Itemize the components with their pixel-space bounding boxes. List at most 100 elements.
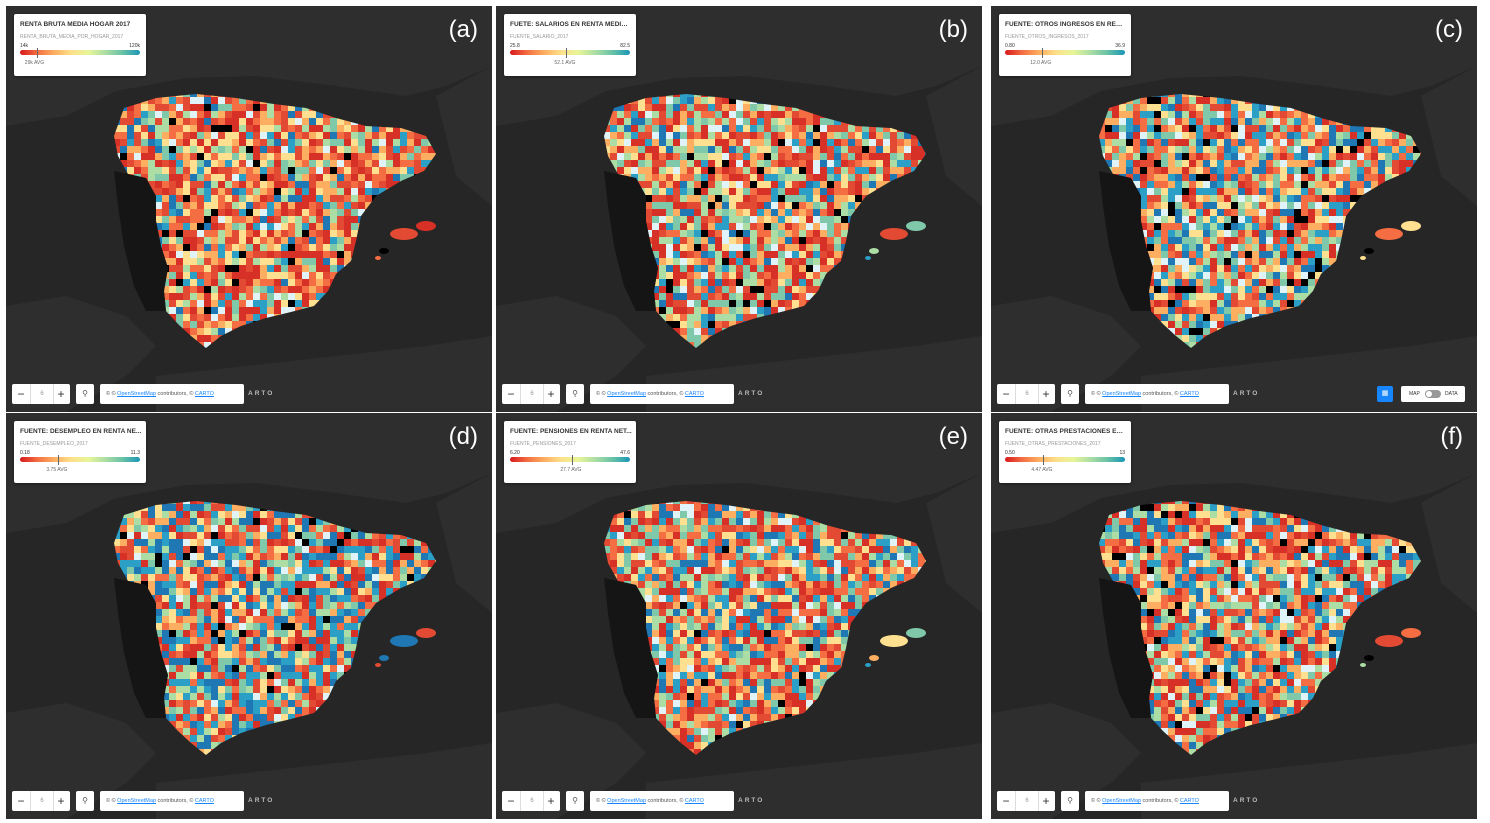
municipality <box>638 181 645 188</box>
municipality <box>1350 251 1357 258</box>
municipality <box>1385 167 1392 174</box>
municipality <box>1175 230 1182 237</box>
municipality <box>225 153 232 160</box>
municipality <box>260 237 267 244</box>
municipality <box>302 111 309 118</box>
municipality <box>1238 139 1245 146</box>
municipality <box>190 167 197 174</box>
municipality <box>288 279 295 286</box>
municipality <box>1273 237 1280 244</box>
municipality <box>1294 167 1301 174</box>
municipality <box>715 279 722 286</box>
balearic-island <box>375 256 381 260</box>
zoom-out-button[interactable]: − <box>17 387 25 401</box>
municipality <box>778 251 785 258</box>
municipality <box>1238 202 1245 209</box>
zoom-in-button[interactable]: + <box>57 387 65 401</box>
osm-link[interactable]: OpenStreetMap <box>607 391 646 397</box>
zoom-in-button[interactable]: + <box>547 387 555 401</box>
municipality <box>120 258 127 265</box>
municipality <box>435 286 436 293</box>
municipality <box>114 300 120 307</box>
municipality <box>344 216 351 223</box>
municipality <box>1210 188 1217 195</box>
municipality <box>1378 160 1385 167</box>
municipality <box>421 307 428 314</box>
municipality <box>1105 132 1112 139</box>
osm-link[interactable]: OpenStreetMap <box>117 391 156 397</box>
municipality <box>1280 97 1287 104</box>
choropleth-map[interactable] <box>6 6 492 412</box>
search-icon[interactable]: ⚲ <box>566 384 584 404</box>
municipality <box>1287 97 1294 104</box>
municipality <box>694 118 701 125</box>
municipality <box>407 314 414 321</box>
municipality <box>407 146 414 153</box>
municipality <box>883 265 890 272</box>
zoom-out-button[interactable]: − <box>507 387 515 401</box>
municipality <box>218 321 225 328</box>
map-panel[interactable]: (b) FUETE: SALARIOS EN RENTA MEDIA ... FUE… <box>496 6 982 412</box>
municipality <box>694 139 701 146</box>
municipality <box>806 160 813 167</box>
municipality <box>883 279 890 286</box>
municipality <box>1420 244 1421 251</box>
municipality <box>414 195 421 202</box>
municipality <box>757 342 764 348</box>
municipality <box>743 188 750 195</box>
municipality <box>729 111 736 118</box>
municipality <box>428 202 435 209</box>
municipality <box>414 174 421 181</box>
municipality <box>1392 195 1399 202</box>
municipality <box>183 181 190 188</box>
municipality <box>750 251 757 258</box>
municipality <box>372 125 379 132</box>
municipality <box>309 349 316 356</box>
municipality <box>673 146 680 153</box>
zoom-level: 6 <box>520 384 544 404</box>
municipality <box>421 335 428 342</box>
municipality <box>1245 244 1252 251</box>
map-panel[interactable]: (a) RENTA BRUTA MEDIA HOGAR 2017 RENTA_BRU… <box>6 6 492 412</box>
municipality <box>1287 216 1294 223</box>
municipality <box>288 286 295 293</box>
search-icon[interactable]: ⚲ <box>76 384 94 404</box>
municipality <box>694 104 701 111</box>
municipality <box>274 265 281 272</box>
municipality <box>799 244 806 251</box>
municipality <box>911 153 918 160</box>
municipality <box>764 146 771 153</box>
municipality <box>204 349 211 356</box>
municipality <box>855 293 862 300</box>
municipality <box>1210 265 1217 272</box>
municipality <box>841 202 848 209</box>
municipality <box>743 132 750 139</box>
municipality <box>183 314 190 321</box>
municipality <box>1329 209 1336 216</box>
municipality <box>169 118 176 125</box>
municipality <box>610 153 617 160</box>
municipality <box>267 223 274 230</box>
carto-link[interactable]: CARTO <box>684 391 704 397</box>
carto-link[interactable]: CARTO <box>194 391 214 397</box>
municipality <box>1329 160 1336 167</box>
municipality <box>827 125 834 132</box>
municipality <box>750 94 757 97</box>
municipality <box>114 125 120 132</box>
municipality <box>596 167 603 174</box>
municipality <box>1350 94 1357 97</box>
municipality <box>883 111 890 118</box>
municipality <box>1238 195 1245 202</box>
municipality <box>1385 146 1392 153</box>
municipality <box>701 202 708 209</box>
municipality <box>1259 94 1266 97</box>
municipality <box>1210 160 1217 167</box>
municipality <box>876 279 883 286</box>
municipality <box>617 139 624 146</box>
municipality <box>162 202 169 209</box>
map-panel[interactable]: (c) FUENTE: OTROS INGRESOS EN RENT... FUEN… <box>991 6 1477 412</box>
municipality <box>1399 118 1406 125</box>
municipality <box>253 272 260 279</box>
municipality <box>876 328 883 335</box>
municipality <box>316 195 323 202</box>
